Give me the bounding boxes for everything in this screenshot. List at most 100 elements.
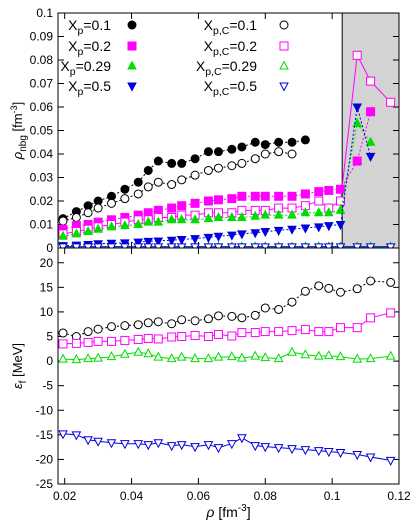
- bottom-data-point: [274, 304, 284, 314]
- bottom-data-point: [213, 330, 223, 340]
- bottom-data-point: [71, 338, 81, 348]
- bottom-data-point: [106, 322, 116, 332]
- top-data-point: [153, 156, 163, 166]
- top-data-point: [366, 76, 376, 86]
- bottom-data-point: [366, 313, 376, 323]
- bottom-data-point: [352, 284, 362, 294]
- top-data-point: [93, 203, 103, 213]
- top-data-point: [167, 158, 177, 168]
- top-ytick-label: 0: [46, 241, 53, 255]
- bottom-data-point: [366, 276, 376, 286]
- top-data-point: [260, 209, 271, 219]
- top-data-point: [166, 236, 177, 246]
- bottom-data-point: [335, 323, 345, 333]
- bottom-data-point: [352, 323, 362, 333]
- bottom-ytick-label: -5: [42, 379, 53, 393]
- bottom-data-point: [385, 350, 396, 360]
- top-data-point: [203, 213, 214, 223]
- top-data-point: [386, 97, 396, 107]
- bottom-data-point: [300, 325, 310, 335]
- top-data-point: [133, 218, 144, 228]
- legend-label: Xp,C=0.29: [196, 58, 257, 78]
- xlabel: ρ [fm-3]: [205, 503, 250, 520]
- top-data-point: [365, 152, 376, 162]
- top-data-point: [106, 198, 116, 208]
- top-data-point: [274, 191, 284, 201]
- xtick-label: 0.12: [387, 489, 411, 503]
- bottom-series-2: [58, 346, 396, 364]
- top-data-point: [250, 229, 261, 239]
- top-data-point: [323, 222, 334, 232]
- legend-label: Xp=0.5: [68, 78, 111, 98]
- top-data-point: [313, 223, 324, 233]
- top-data-point: [287, 137, 297, 147]
- top-data-point: [190, 235, 200, 245]
- bottom-ytick-label: 20: [40, 256, 54, 270]
- bottom-data-point: [93, 336, 103, 346]
- legend: Xp=0.1Xp=0.2Xp=0.29Xp=0.5Xp,C=0.1Xp,C=0.…: [60, 17, 289, 98]
- bottom-data-point: [83, 337, 93, 347]
- bottom-data-point: [213, 351, 224, 361]
- bottom-data-point: [335, 287, 345, 297]
- bottom-data-point: [314, 281, 324, 291]
- bottom-data-point: [143, 333, 153, 343]
- xtick-label: 0.08: [254, 489, 278, 503]
- bottom-data-point: [143, 318, 153, 328]
- bottom-data-point: [106, 439, 117, 449]
- bottom-data-point: [260, 443, 271, 453]
- top-data-point: [153, 216, 164, 226]
- bottom-data-point: [106, 351, 117, 361]
- top-data-point: [71, 212, 81, 222]
- top-data-point: [300, 207, 311, 217]
- top-ytick-label: 0.02: [30, 194, 54, 208]
- bottom-data-point: [323, 448, 334, 458]
- top-data-point: [313, 207, 324, 217]
- bottom-data-point: [58, 353, 68, 363]
- top-data-point: [274, 147, 284, 157]
- top-data-point: [190, 198, 200, 208]
- top-data-point: [366, 107, 376, 117]
- bottom-data-point: [385, 456, 396, 466]
- xtick-label: 0.06: [187, 489, 211, 503]
- shaded-region: [341, 12, 400, 249]
- top-ytick-label: 0.1: [36, 6, 53, 20]
- top-data-point: [300, 189, 310, 199]
- bottom-ytick-label: -25: [36, 477, 54, 491]
- bottom-data-point: [260, 352, 271, 362]
- top-data-point: [120, 220, 130, 230]
- bottom-data-point: [287, 297, 297, 307]
- top-data-point: [133, 189, 143, 199]
- top-data-point: [153, 237, 164, 247]
- top-data-point: [260, 191, 270, 201]
- bottom-data-point: [227, 311, 237, 321]
- top-ytick-label: 0.08: [30, 53, 54, 67]
- top-data-point: [190, 214, 200, 224]
- bottom-data-point: [133, 320, 143, 330]
- top-ytick-label: 0.09: [30, 30, 54, 44]
- bottom-data-point: [153, 439, 164, 449]
- bottom-data-point: [313, 350, 324, 360]
- bottom-data-point: [153, 317, 163, 327]
- bottom-data-point: [323, 350, 334, 360]
- bottom-data-point: [120, 348, 130, 358]
- bottom-series-0: [58, 276, 396, 341]
- bottom-data-point: [237, 352, 247, 362]
- top-series-2: [58, 107, 376, 234]
- top-data-point: [287, 225, 297, 235]
- bottom-plot-area: [58, 248, 399, 484]
- legend-marker: [279, 82, 289, 92]
- bottom-data-point: [83, 327, 93, 337]
- top-data-point: [300, 135, 310, 145]
- bottom-data-point: [83, 353, 93, 363]
- bottom-data-point: [58, 339, 68, 349]
- top-series-0: [58, 135, 310, 224]
- top-data-point: [203, 165, 213, 175]
- top-data-point: [71, 228, 82, 238]
- bottom-ytick-label: 10: [40, 305, 54, 319]
- top-series-line: [62, 122, 372, 237]
- bottom-ylabel: εf [MeV]: [10, 343, 29, 389]
- top-data-point: [237, 211, 247, 221]
- bottom-data-point: [250, 442, 261, 452]
- top-data-point: [177, 175, 187, 185]
